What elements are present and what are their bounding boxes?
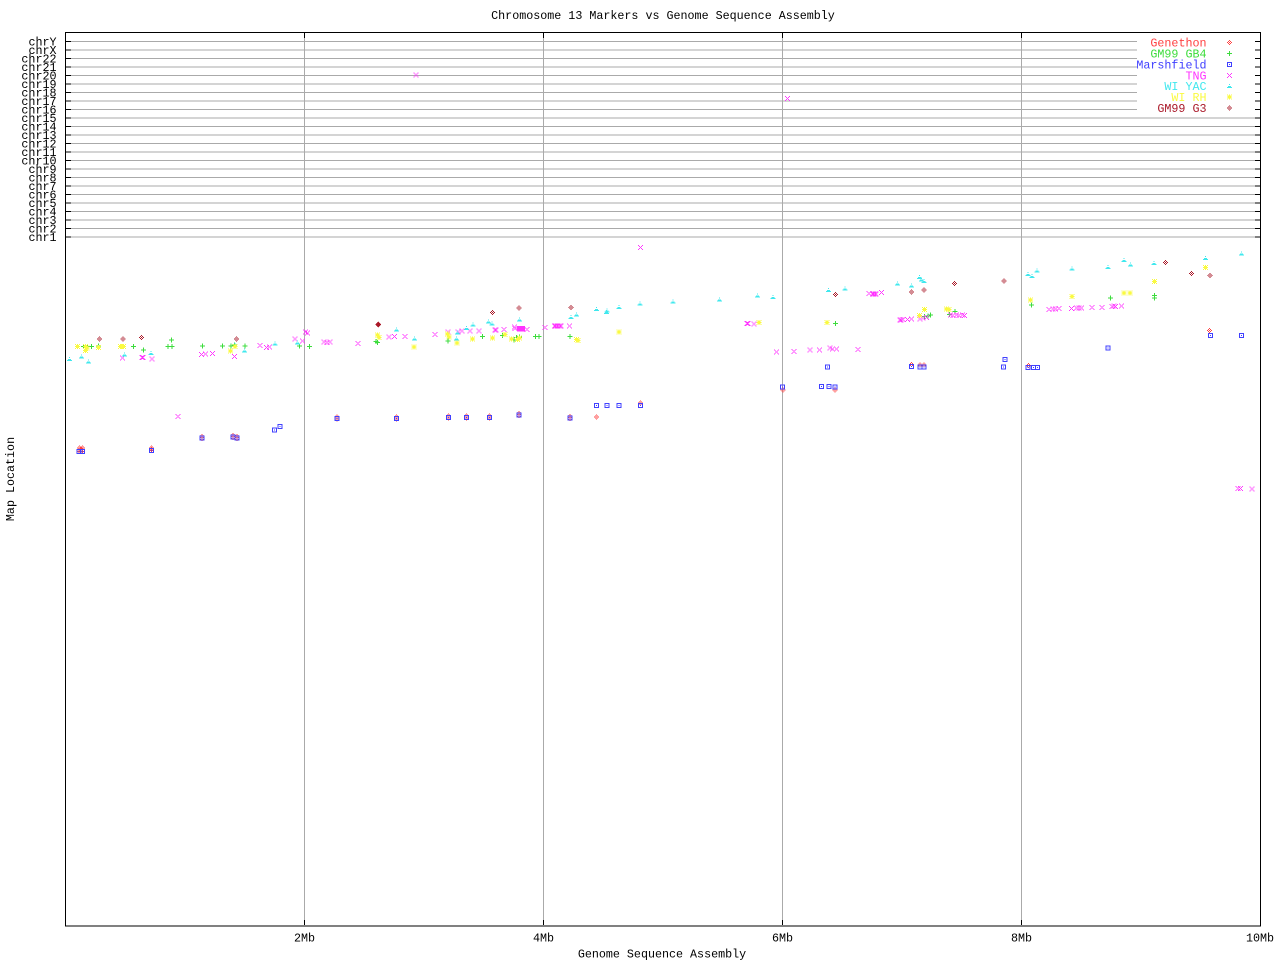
- svg-text:WI RH: WI RH: [1171, 91, 1206, 105]
- svg-text:chr22: chr22: [21, 53, 56, 67]
- svg-text:chr21: chr21: [21, 61, 56, 75]
- svg-text:chr19: chr19: [21, 78, 56, 92]
- svg-text:Marshfield: Marshfield: [1136, 58, 1206, 72]
- svg-text:8Mb: 8Mb: [1011, 932, 1032, 946]
- svg-text:chr8: chr8: [28, 172, 56, 186]
- svg-text:chr12: chr12: [21, 138, 56, 152]
- svg-text:GM99 G3: GM99 G3: [1157, 102, 1206, 116]
- svg-text:chrX: chrX: [28, 44, 56, 58]
- svg-text:WI YAC: WI YAC: [1164, 80, 1206, 94]
- svg-text:chr9: chr9: [28, 163, 56, 177]
- svg-text:chr14: chr14: [21, 121, 56, 135]
- svg-text:chr17: chr17: [21, 95, 56, 109]
- svg-text:chr16: chr16: [21, 104, 56, 118]
- svg-text:2Mb: 2Mb: [294, 932, 315, 946]
- svg-text:4Mb: 4Mb: [533, 932, 554, 946]
- svg-text:TNG: TNG: [1185, 69, 1206, 83]
- svg-text:chrY: chrY: [28, 36, 56, 50]
- svg-text:chr20: chr20: [21, 70, 56, 84]
- svg-text:Map Location: Map Location: [4, 437, 18, 521]
- svg-text:GM99 GB4: GM99 GB4: [1150, 48, 1206, 62]
- svg-text:Chromosome 13 Markers vs Genom: Chromosome 13 Markers vs Genome Sequence…: [491, 9, 835, 23]
- svg-text:chr6: chr6: [28, 189, 56, 203]
- svg-text:chr10: chr10: [21, 155, 56, 169]
- svg-text:chr18: chr18: [21, 87, 56, 101]
- svg-text:chr11: chr11: [21, 146, 56, 160]
- svg-text:chr2: chr2: [28, 223, 56, 237]
- svg-text:chr4: chr4: [28, 206, 56, 220]
- svg-text:6Mb: 6Mb: [772, 932, 793, 946]
- svg-text:Genethon: Genethon: [1150, 37, 1206, 51]
- svg-text:chr7: chr7: [28, 180, 56, 194]
- svg-text:chr13: chr13: [21, 129, 56, 143]
- svg-text:10Mb: 10Mb: [1246, 932, 1274, 946]
- svg-text:chr1: chr1: [28, 231, 56, 245]
- svg-text:chr15: chr15: [21, 112, 56, 126]
- svg-text:chr3: chr3: [28, 214, 56, 228]
- svg-text:chr5: chr5: [28, 197, 56, 211]
- svg-text:Genome Sequence Assembly: Genome Sequence Assembly: [578, 947, 746, 960]
